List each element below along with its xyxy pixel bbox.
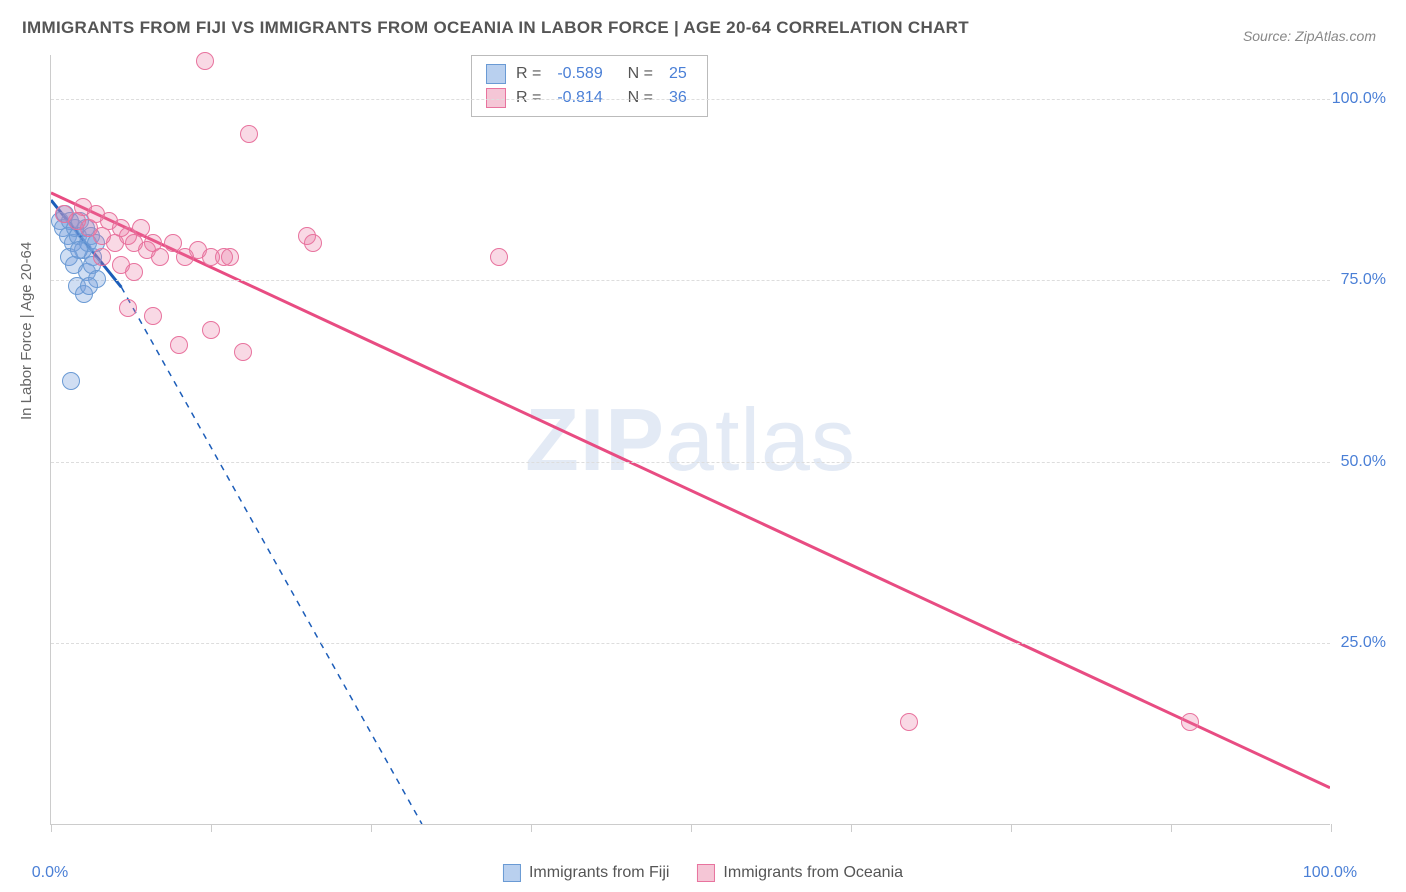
x-tick-mark — [851, 824, 852, 832]
scatter-point — [304, 234, 322, 252]
x-tick-mark — [531, 824, 532, 832]
scatter-point — [151, 248, 169, 266]
scatter-point — [80, 277, 98, 295]
y-tick-label: 25.0% — [1341, 634, 1386, 652]
x-tick-label: 0.0% — [32, 864, 68, 882]
scatter-point — [202, 321, 220, 339]
stats-n-label: N = — [619, 65, 653, 83]
legend-swatch — [486, 64, 506, 84]
stats-n-value: 25 — [663, 65, 693, 83]
scatter-point — [240, 125, 258, 143]
gridline-horizontal — [51, 643, 1330, 644]
x-tick-mark — [1011, 824, 1012, 832]
scatter-point — [1181, 713, 1199, 731]
legend-bottom: Immigrants from Fiji Immigrants from Ocea… — [503, 864, 903, 882]
x-tick-mark — [51, 824, 52, 832]
scatter-point — [221, 248, 239, 266]
legend-label: Immigrants from Oceania — [723, 864, 903, 882]
legend-swatch — [503, 864, 521, 882]
scatter-point — [132, 219, 150, 237]
correlation-stats-box: R = -0.589 N = 25R = -0.814 N = 36 — [471, 55, 708, 117]
y-tick-label: 75.0% — [1341, 271, 1386, 289]
scatter-point — [125, 263, 143, 281]
stats-row: R = -0.589 N = 25 — [486, 62, 693, 86]
trend-line-dashed — [121, 287, 422, 824]
y-tick-label: 50.0% — [1341, 453, 1386, 471]
legend-label: Immigrants from Fiji — [529, 864, 669, 882]
legend-swatch — [697, 864, 715, 882]
stats-r-label: R = — [516, 65, 541, 83]
x-tick-mark — [691, 824, 692, 832]
watermark-rest: atlas — [665, 390, 856, 489]
trend-line-solid — [51, 193, 1330, 788]
scatter-point — [119, 299, 137, 317]
scatter-point — [62, 372, 80, 390]
gridline-horizontal — [51, 280, 1330, 281]
source-attribution: Source: ZipAtlas.com — [1243, 28, 1376, 44]
scatter-point — [70, 241, 88, 259]
legend-item: Immigrants from Oceania — [697, 864, 903, 882]
chart-plot-area: ZIPatlas R = -0.589 N = 25R = -0.814 N =… — [50, 55, 1330, 825]
stats-r-value: -0.589 — [551, 65, 608, 83]
x-tick-label: 100.0% — [1303, 864, 1357, 882]
scatter-point — [900, 713, 918, 731]
y-axis-label: In Labor Force | Age 20-64 — [18, 242, 35, 420]
scatter-point — [234, 343, 252, 361]
scatter-point — [196, 52, 214, 70]
gridline-horizontal — [51, 99, 1330, 100]
legend-item: Immigrants from Fiji — [503, 864, 669, 882]
gridline-horizontal — [51, 462, 1330, 463]
x-tick-mark — [1331, 824, 1332, 832]
scatter-point — [490, 248, 508, 266]
scatter-point — [170, 336, 188, 354]
x-tick-mark — [371, 824, 372, 832]
x-tick-mark — [1171, 824, 1172, 832]
y-tick-label: 100.0% — [1332, 90, 1386, 108]
trend-lines-svg — [51, 55, 1330, 824]
scatter-point — [144, 307, 162, 325]
chart-title: IMMIGRANTS FROM FIJI VS IMMIGRANTS FROM … — [22, 18, 969, 38]
scatter-point — [93, 248, 111, 266]
x-tick-mark — [211, 824, 212, 832]
scatter-point — [164, 234, 182, 252]
watermark-text: ZIPatlas — [525, 389, 856, 491]
watermark-bold: ZIP — [525, 390, 665, 489]
